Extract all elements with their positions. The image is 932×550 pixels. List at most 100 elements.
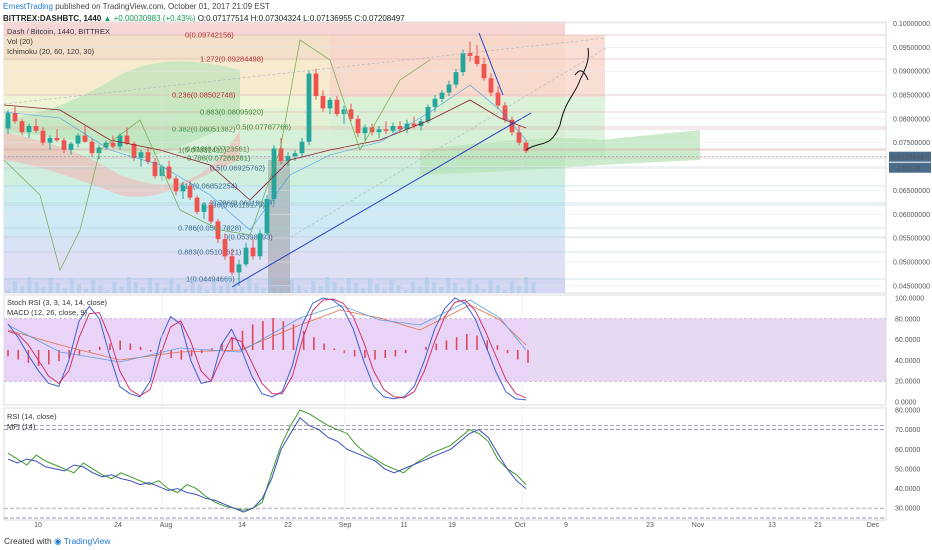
candle-body [208,204,214,222]
volume-bar [254,283,259,293]
fib-upper-zone [330,35,605,97]
price-tick-label: 0.05000000 [893,259,930,266]
candle-body [229,256,235,273]
open-label: O: [197,14,207,23]
volume-bar [424,277,429,293]
volume-bar [474,284,479,293]
volume-bar [247,278,252,293]
time-axis-label: Oct [515,522,526,529]
candle-body [390,126,396,131]
volume-bar [69,279,74,293]
price-tick-label: 0.07500000 [893,140,930,147]
volume-bar [197,285,202,293]
candle-body [236,264,242,273]
volume-bar [6,290,10,293]
volume-bar [396,285,401,293]
ichimoku-chikou-line [3,39,431,271]
ichimoku-indicator-label: Ichimoku (20, 60, 120, 30) [7,47,95,56]
volume-indicator-label: Vol (20) [7,37,33,46]
time-axis-label: Dec [867,522,880,529]
candle-body [96,147,102,154]
stoch-band-future [529,318,886,382]
candle-body [26,126,32,133]
rsi-axis-label: 50.0000 [895,466,920,473]
candle-body [285,156,291,161]
candle-body [75,135,81,144]
candle-body [5,113,11,129]
candle-body [166,166,172,179]
candle-body [243,247,249,265]
volume-bar [183,289,188,293]
price-tick-label: 0.10000000 [893,21,930,28]
rsi-title: RSI (14, close) [7,412,57,421]
fib-zone [4,235,565,250]
candle-body [460,53,466,73]
volume-bar [410,281,415,293]
volume-bar [275,284,280,293]
projection-path [525,47,589,151]
time-axis-label: Sep [339,522,352,529]
candle-body [516,132,522,143]
username-link[interactable]: ErnestTrading [3,2,53,11]
candle-body [278,148,284,161]
volume-bar [361,288,365,293]
fib-level-label: 0.883(0.08095920) [200,108,264,117]
volume-bar [148,278,152,293]
candle-body [383,129,389,131]
volume-bar [297,285,302,293]
fib-zone [4,22,565,35]
volume-bar [190,280,195,293]
candle-body [432,98,438,107]
candle-body [110,142,116,147]
volume-bar [439,287,444,293]
candle-body [509,119,515,133]
mfi-title: MFI (14) [7,422,36,431]
rsi-pane [3,407,887,521]
fib-level-label: 0(0.09742156) [185,31,234,40]
volume-bar [98,285,103,293]
candle-body [495,92,501,106]
volume-bar [13,281,18,293]
last-price-label: 0.07206497 [891,155,928,162]
stoch-axis-label: 100.0000 [895,296,924,303]
volume-bar [318,286,323,293]
volume-bar [48,278,53,293]
fib-level-label: 0.618(0.07723561) [186,145,250,154]
volume-bar [375,284,380,293]
fib-level-label: 1(0.07031411) [178,146,227,155]
price-change: ▲ +0.00030983 (+0.43%) [103,14,196,23]
rsi-axis-label: 80.0000 [895,407,920,414]
rsi-axis-label: 60.0000 [895,447,920,454]
candle-body [138,152,144,158]
publish-text: published on TradingView.com, October 01… [55,2,270,11]
time-axis-label: 22 [284,522,292,529]
volume-bar [226,277,231,293]
volume-bar [204,290,209,293]
volume-bar [432,282,436,293]
volume-bar [126,277,131,293]
candle-body [362,127,368,134]
fib-level-label: 0.786(0.05617828) [178,224,242,233]
stoch-axis-label: 60.0000 [895,337,920,344]
stoch-band [4,318,529,382]
volume-bar [219,286,223,293]
fib-level-label: 0.883(0.05108621) [178,248,242,257]
time-axis-label: Aug [160,522,173,529]
volume-bar [353,283,358,293]
candle-body [89,141,95,154]
low-value: 0.07136955 [309,14,353,23]
volume-bar [34,282,39,293]
rsi-axis-label: 30.0000 [895,506,920,513]
candle-body [12,113,18,122]
time-label: 2:50:28 [897,166,920,173]
fib-level-label: 1(0.04494666) [186,275,235,284]
candle-body [425,106,431,122]
candle-body [355,118,361,134]
volume-bar [346,278,351,293]
volume-bar [417,286,422,293]
candle-body [334,99,340,115]
high-value: 0.07304324 [258,14,301,23]
tradingview-brand[interactable]: TradingView [63,536,111,546]
ichimoku-tenkan-line [3,84,527,231]
